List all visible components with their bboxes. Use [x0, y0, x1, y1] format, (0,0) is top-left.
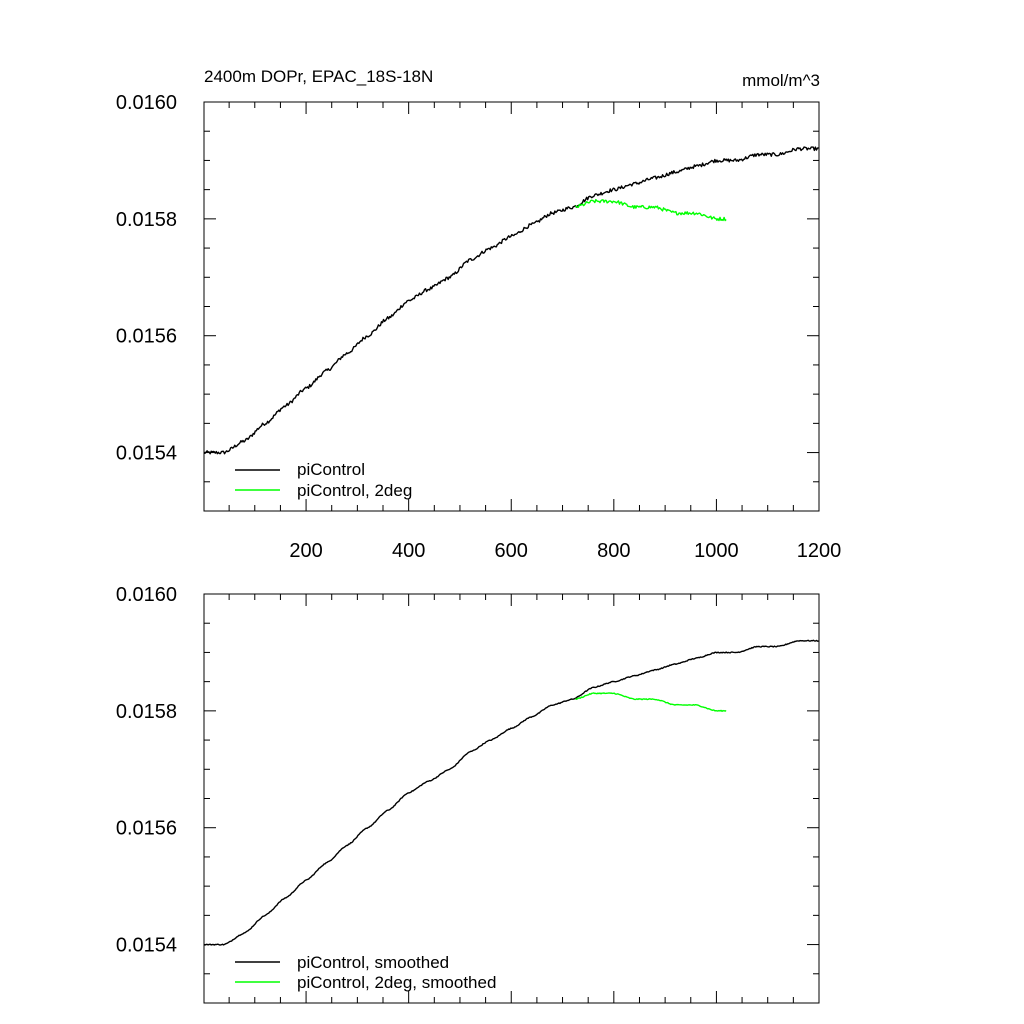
y-tick-label: 0.0160 [116, 584, 177, 606]
y-tick-label: 0.0160 [116, 92, 177, 114]
y-tick-label: 0.0156 [116, 818, 177, 840]
x-tick-label: 1000 [694, 540, 739, 562]
series-line-picontrol-2deg-smoothed [575, 692, 727, 713]
bottom-panel: 0.0154 0.0156 0.0158 0.0160 piControl, smoo… [116, 584, 820, 1004]
legend-label-picontrol-2deg: piControl, 2deg [297, 481, 412, 500]
top-panel-title: 2400m DOPr, EPAC_18S-18N [204, 67, 433, 86]
plot-frame [203, 101, 820, 512]
y-tick-label: 0.0156 [116, 326, 177, 348]
y-tick-label: 0.0158 [116, 209, 177, 231]
top-panel-axes: 0.0154 0.0156 0.0158 0.0160 200 400 600 800 1000… [116, 92, 841, 562]
bottom-panel-legend: piControl, smoothed piControl, 2deg, smo… [235, 953, 496, 992]
top-panel: 2400m DOPr, EPAC_18S-18N mmol/m^3 0.0154… [116, 67, 841, 562]
bottom-panel-axes: 0.0154 0.0156 0.0158 0.0160 [116, 584, 820, 1004]
y-tick-label: 0.0154 [116, 443, 177, 465]
legend-label-picontrol-smoothed: piControl, smoothed [297, 953, 449, 972]
legend-label-picontrol: piControl [297, 460, 365, 479]
legend-label-picontrol-2deg-smoothed: piControl, 2deg, smoothed [297, 973, 496, 992]
x-tick-label: 600 [495, 540, 528, 562]
top-panel-legend: piControl piControl, 2deg [235, 460, 412, 500]
x-tick-label: 200 [289, 540, 322, 562]
series-line-picontrol-2deg [575, 198, 727, 222]
x-tick-label: 800 [597, 540, 630, 562]
x-tick-label: 400 [392, 540, 425, 562]
bottom-panel-lines [203, 639, 819, 946]
top-panel-lines [203, 146, 819, 455]
series-line-picontrol-smoothed [203, 639, 819, 946]
y-tick-label: 0.0154 [116, 935, 177, 957]
series-line-picontrol [203, 146, 819, 455]
top-panel-units: mmol/m^3 [742, 71, 820, 90]
y-tick-label: 0.0158 [116, 701, 177, 723]
plot-frame [203, 593, 820, 1004]
x-tick-label: 1200 [797, 540, 842, 562]
